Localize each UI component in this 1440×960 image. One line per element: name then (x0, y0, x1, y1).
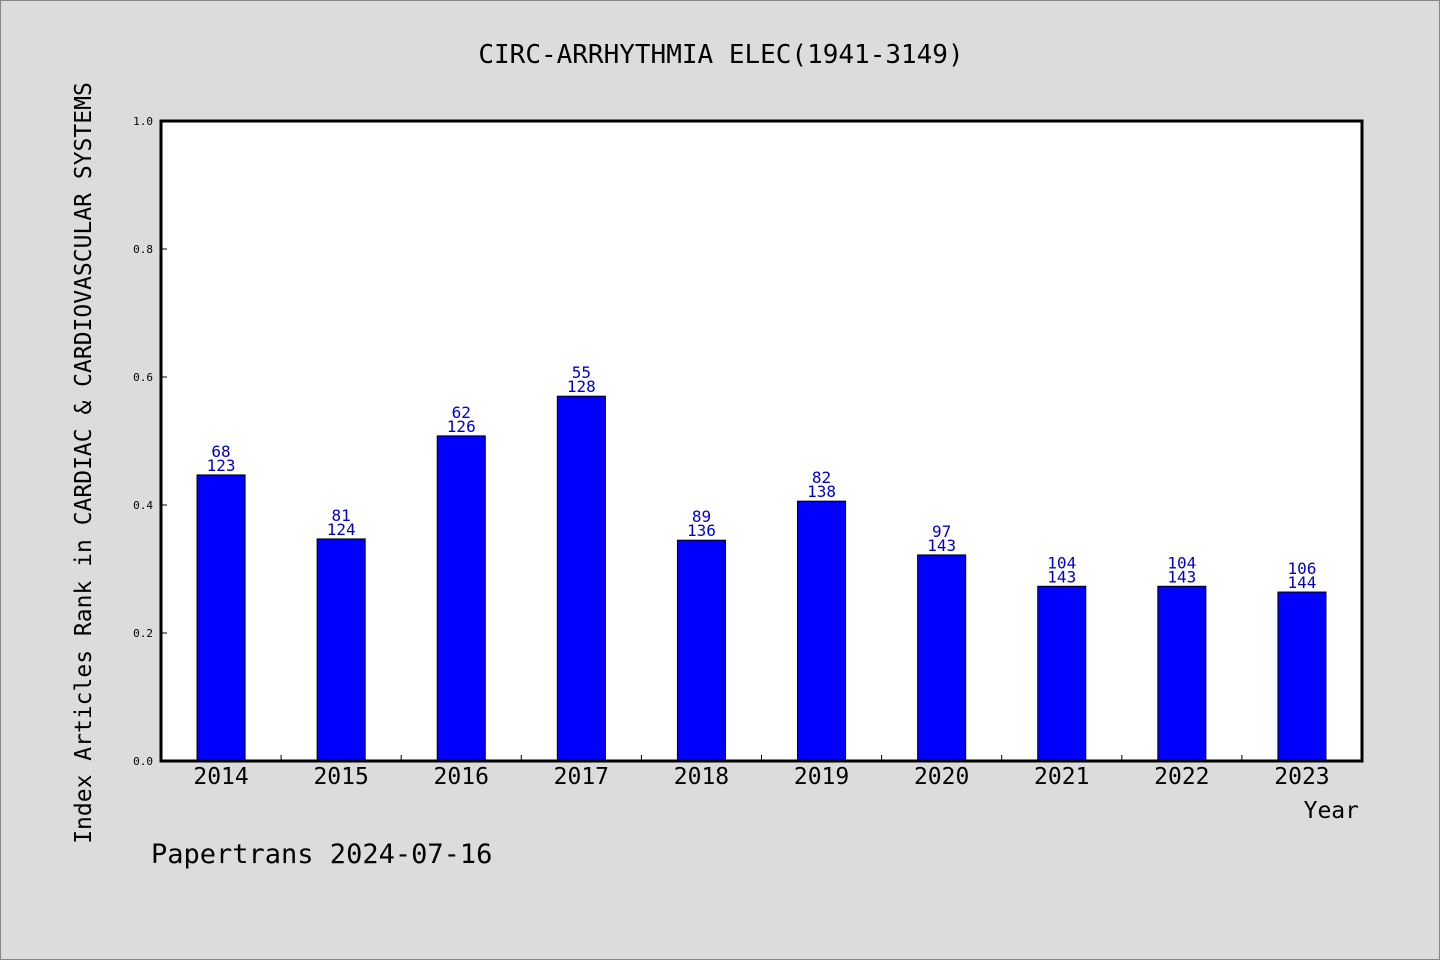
bar-label-bottom: 126 (447, 417, 476, 436)
bar-label-top: 55 (572, 363, 591, 382)
bar-label-top: 68 (211, 442, 230, 461)
bar-label-top: 104 (1047, 553, 1076, 572)
bar (556, 395, 606, 762)
footer-credit: Papertrans 2024-07-16 (151, 839, 492, 870)
bar (917, 554, 967, 762)
plot-frame (159, 119, 1364, 763)
x-tick-label: 2018 (674, 764, 729, 790)
bar-label-bottom: 144 (1287, 573, 1316, 592)
y-tick-label: 1.0 (133, 115, 153, 128)
bar (797, 500, 847, 762)
bar (316, 538, 366, 762)
y-tick-label: 0.4 (133, 499, 153, 512)
bar (1037, 585, 1087, 762)
bar-label-top: 106 (1287, 559, 1316, 578)
x-tick-label: 2016 (434, 764, 489, 790)
y-axis-ticks: 0.0 0.2 0.4 0.6 0.8 1.0 (133, 115, 167, 768)
x-tick-label: 2023 (1274, 764, 1329, 790)
bar-labels: 6812381124621265512889136821389714310414… (207, 363, 1317, 592)
bar-label-bottom: 143 (1047, 567, 1076, 586)
bar-label-bottom: 143 (1167, 567, 1196, 586)
bar-label-bottom: 143 (927, 536, 956, 555)
bar-label-top: 89 (692, 507, 711, 526)
bar-label-top: 62 (452, 403, 471, 422)
bar-label-top: 104 (1167, 553, 1196, 572)
bar-label-top: 97 (932, 522, 951, 541)
bar (436, 435, 486, 762)
y-tick-label: 0.8 (133, 243, 153, 256)
bar (1277, 591, 1327, 762)
chart-title: CIRC-ARRHYTHMIA ELEC(1941-3149) (478, 40, 963, 70)
y-tick-label: 0.0 (133, 755, 153, 768)
bar-series (196, 395, 1327, 762)
bar-label-bottom: 136 (687, 521, 716, 540)
y-tick-label: 0.6 (133, 371, 153, 384)
bar (196, 474, 246, 762)
bar-label-bottom: 124 (327, 520, 356, 539)
bar (676, 539, 726, 762)
x-tick-label: 2014 (193, 764, 248, 790)
x-tick-label: 2021 (1034, 764, 1089, 790)
bar (1157, 585, 1207, 762)
x-tick-label: 2015 (313, 764, 368, 790)
y-axis-label: Index Articles Rank in CARDIAC & CARDIOV… (71, 82, 97, 844)
x-tick-label: 2017 (554, 764, 609, 790)
x-tick-label: 2022 (1154, 764, 1209, 790)
bar-label-bottom: 128 (567, 377, 596, 396)
bar-label-bottom: 123 (207, 456, 236, 475)
x-axis-label: Year (1304, 798, 1359, 824)
x-tick-label: 2019 (794, 764, 849, 790)
x-tick-label: 2020 (914, 764, 969, 790)
y-tick-label: 0.2 (133, 627, 153, 640)
bar-label-top: 81 (332, 506, 351, 525)
x-axis-ticks: 2014 2015 2016 2017 2018 2019 2020 2021 2022 2023 (193, 755, 1330, 790)
bar-label-bottom: 138 (807, 482, 836, 501)
bar-label-top: 82 (812, 468, 831, 487)
